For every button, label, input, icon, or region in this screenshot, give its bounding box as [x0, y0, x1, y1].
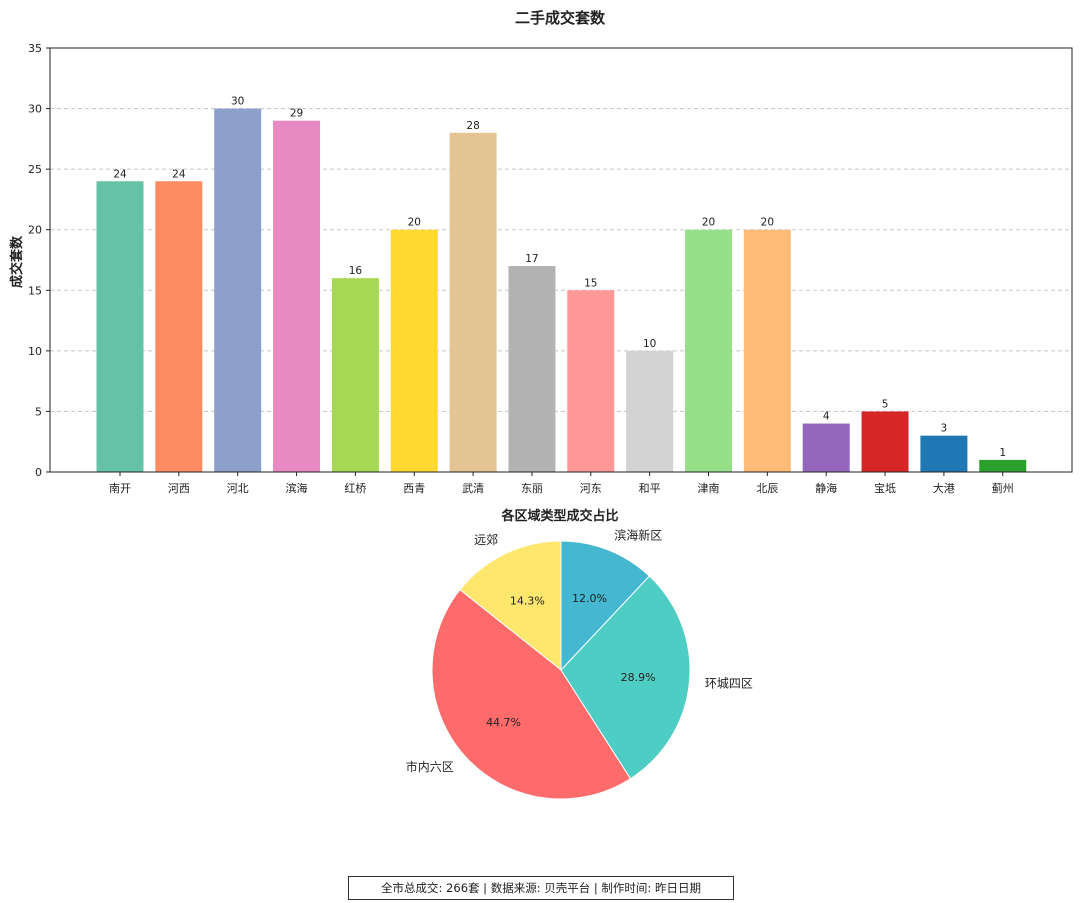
- x-tick-label: 和平: [639, 482, 661, 495]
- bar-data-label: 17: [525, 253, 538, 265]
- pie-slice-label: 环城四区: [705, 676, 753, 690]
- bar-chart-title: 二手成交套数: [515, 9, 606, 27]
- y-tick-label: 30: [28, 103, 42, 116]
- bar: [743, 229, 791, 472]
- x-tick-label: 南开: [109, 482, 131, 495]
- bar: [802, 423, 850, 472]
- bar-data-label: 4: [823, 411, 830, 423]
- bar: [155, 181, 203, 472]
- bar: [449, 132, 497, 473]
- bar-data-label: 1: [999, 447, 1006, 459]
- x-tick-label: 西青: [403, 482, 425, 495]
- y-tick-label: 5: [35, 405, 42, 418]
- x-tick-label: 蓟州: [992, 482, 1014, 495]
- bar-data-label: 29: [290, 108, 303, 120]
- x-tick-label: 静海: [815, 481, 837, 495]
- bar: [96, 181, 144, 472]
- bar: [979, 459, 1027, 472]
- plot-frame: [49, 47, 1073, 473]
- pie-chart-title: 各区域类型成交占比: [500, 508, 618, 524]
- bar-data-label: 20: [702, 217, 715, 229]
- bar: [331, 278, 379, 472]
- x-tick-label: 津南: [698, 482, 720, 495]
- x-tick-label: 宝坻: [874, 481, 896, 495]
- bar-data-label: 20: [408, 217, 421, 229]
- y-tick-label: 10: [28, 345, 42, 358]
- bar-data-label: 15: [584, 277, 597, 289]
- pie-chart: 14.3% 远郊 44.7% 市内六区 28.9% 环城四区 12.0% 滨海新区: [406, 528, 753, 800]
- pie-percent-label: 14.3%: [510, 594, 545, 607]
- y-tick-label: 25: [28, 163, 42, 176]
- pie-slice-label: 远郊: [474, 533, 498, 547]
- bar-data-label: 16: [349, 265, 363, 277]
- bar: [214, 108, 262, 473]
- x-tick-label: 大港: [933, 481, 955, 495]
- pie-slice-label: 滨海新区: [614, 528, 662, 543]
- pie-percent-label: 28.9%: [621, 671, 656, 684]
- y-tick-label: 35: [28, 42, 42, 55]
- x-tick-label: 北辰: [756, 482, 778, 495]
- bar-data-label: 28: [466, 120, 479, 132]
- x-tick-label: 滨海: [286, 481, 308, 495]
- bar-data-label: 10: [643, 338, 656, 350]
- y-tick-label: 15: [28, 284, 42, 297]
- bar-data-label: 3: [941, 423, 948, 435]
- bar: [861, 411, 909, 472]
- y-tick-label: 0: [35, 466, 42, 479]
- x-tick-label: 东丽: [521, 482, 543, 495]
- pie-slice: [431, 589, 632, 800]
- bar-chart: 0510152025303524南开24河西30河北29滨海16红桥20西青28…: [28, 42, 1073, 495]
- x-tick-label: 河西: [168, 482, 190, 495]
- y-axis-label: 成交套数: [9, 235, 25, 288]
- x-tick-label: 河北: [227, 482, 249, 495]
- x-tick-label: 红桥: [344, 482, 366, 495]
- pie-slice: [560, 575, 691, 780]
- bar: [626, 350, 674, 472]
- bar: [567, 290, 615, 472]
- bar-data-label: 5: [882, 398, 889, 410]
- bar: [685, 229, 732, 472]
- bar-data-label: 30: [231, 96, 244, 108]
- pie-slice-label: 市内六区: [406, 759, 454, 774]
- pie-percent-label: 44.7%: [486, 716, 521, 729]
- bar: [508, 266, 556, 472]
- pie-percent-label: 12.0%: [572, 592, 607, 605]
- bar: [920, 435, 968, 472]
- x-tick-label: 武清: [462, 482, 484, 495]
- footer-info-box: 全市总成交: 266套 | 数据来源: 贝壳平台 | 制作时间: 昨日日期: [348, 876, 734, 900]
- bar-data-label: 24: [113, 168, 127, 180]
- bar: [390, 229, 438, 472]
- y-tick-label: 20: [28, 224, 42, 237]
- pie-slice: [459, 540, 562, 672]
- bar-data-label: 24: [172, 168, 186, 180]
- x-tick-label: 河东: [580, 482, 602, 495]
- bar: [273, 120, 321, 472]
- bar-data-label: 20: [761, 217, 774, 229]
- pie-slice: [560, 540, 651, 672]
